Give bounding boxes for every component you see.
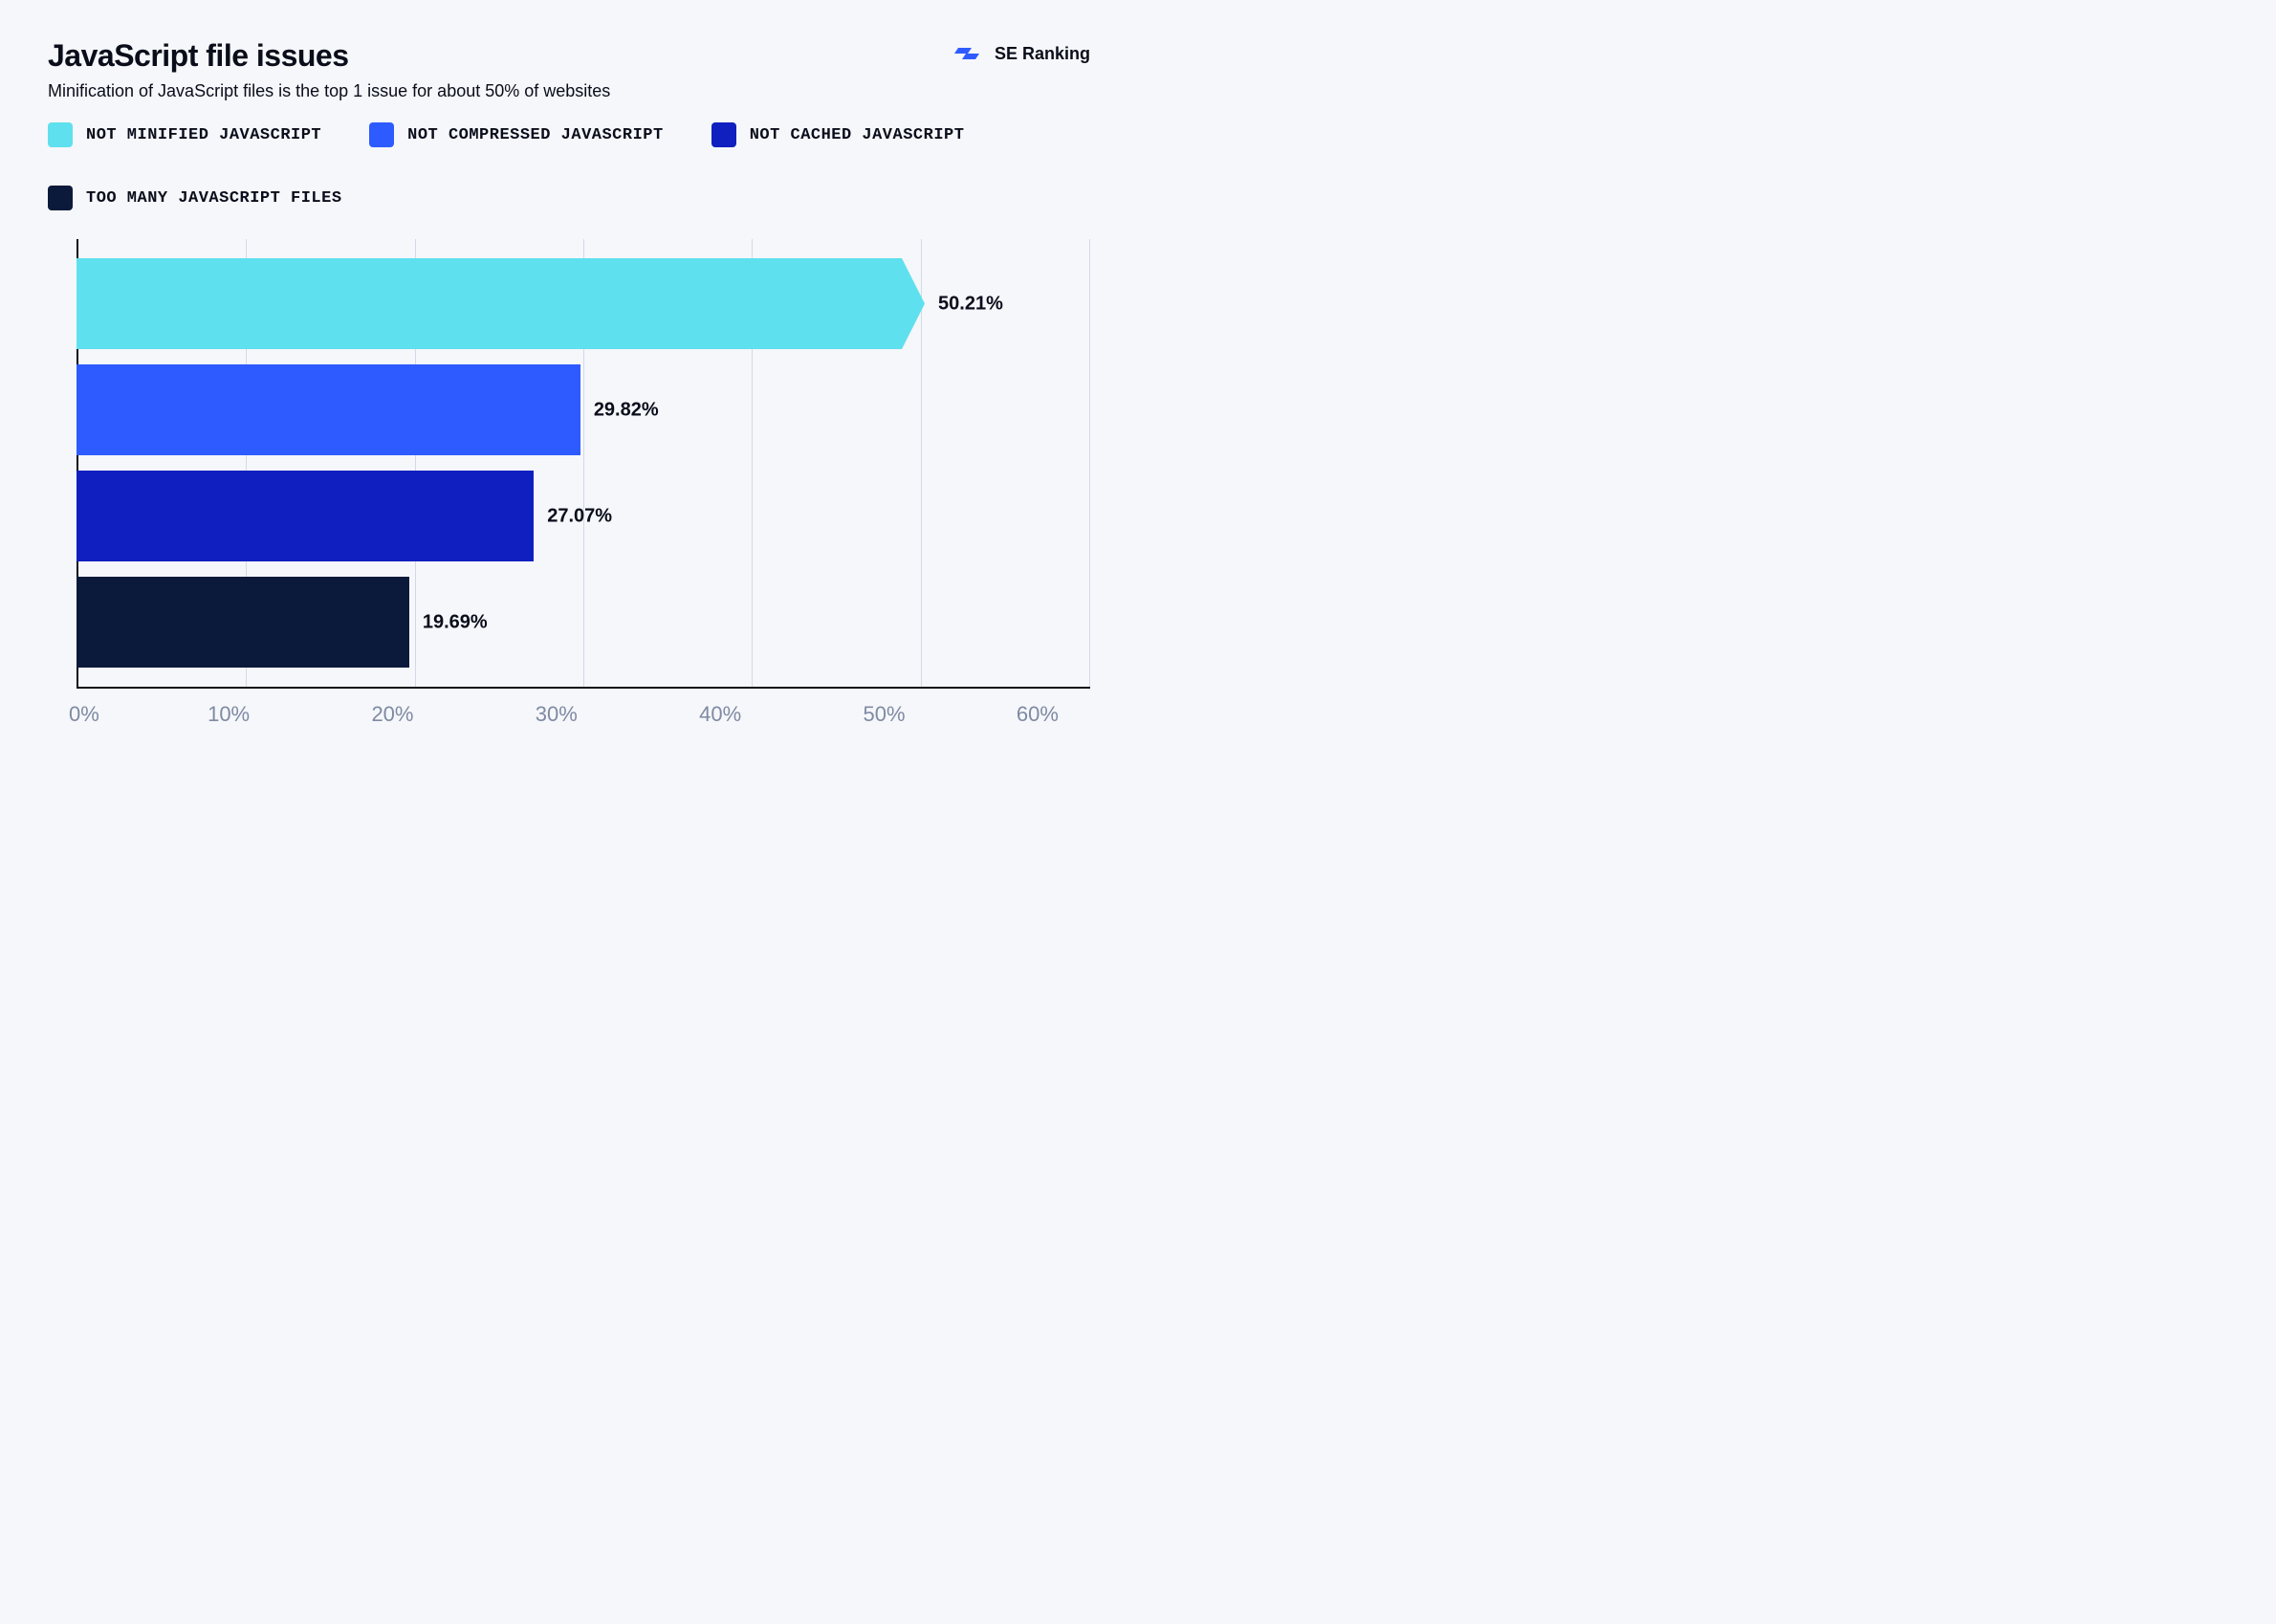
x-axis-ticks: 0%10%20%30%40%50%60% (77, 702, 1090, 727)
x-tick-label: 0% (69, 702, 99, 727)
plot-area: 50.21% 29.82% 27.07% 19.69% (77, 239, 1090, 689)
legend-item: NOT MINIFIED JAVASCRIPT (48, 122, 321, 147)
legend-swatch (48, 122, 73, 147)
legend-label: NOT MINIFIED JAVASCRIPT (86, 126, 321, 144)
legend-swatch (711, 122, 736, 147)
x-axis-line (77, 687, 1090, 689)
legend-swatch (369, 122, 394, 147)
x-tick-label: 30% (536, 702, 578, 727)
bar-value-label: 50.21% (938, 293, 1003, 315)
chart-subtitle: Minification of JavaScript files is the … (48, 81, 1090, 101)
x-tick-label: 40% (699, 702, 741, 727)
bar-row: 29.82% (77, 364, 1090, 455)
bar-value-label: 19.69% (423, 611, 488, 633)
bar (77, 577, 409, 668)
bar-value-label: 27.07% (547, 505, 612, 527)
bar-row: 19.69% (77, 577, 1090, 668)
legend-item: TOO MANY JAVASCRIPT FILES (48, 186, 342, 210)
bar (77, 364, 580, 455)
bar (77, 258, 925, 349)
legend-item: NOT CACHED JAVASCRIPT (711, 122, 965, 147)
bar-value-label: 29.82% (594, 399, 659, 421)
x-tick-label: 60% (1017, 702, 1059, 727)
legend-swatch (48, 186, 73, 210)
bar-chart: 50.21% 29.82% 27.07% 19.69% 0% 10% 20% 30% 40% 5… (48, 239, 1090, 727)
bar (77, 471, 534, 561)
bar-row: 27.07% (77, 471, 1090, 561)
chart-title: JavaScript file issues (48, 38, 349, 74)
x-tick-label: 50% (864, 702, 906, 727)
bar-row: 50.21% (77, 258, 1090, 349)
brand-icon (954, 38, 985, 69)
legend-label: NOT COMPRESSED JAVASCRIPT (407, 126, 664, 144)
legend-item: NOT COMPRESSED JAVASCRIPT (369, 122, 664, 147)
x-tick-label: 10% (208, 702, 250, 727)
bars-container: 50.21% 29.82% 27.07% 19.69% (77, 239, 1090, 689)
brand-name: SE Ranking (995, 44, 1090, 64)
legend-label: NOT CACHED JAVASCRIPT (750, 126, 965, 144)
chart-legend: NOT MINIFIED JAVASCRIPT NOT COMPRESSED JA… (48, 122, 1090, 210)
x-tick-label: 20% (371, 702, 413, 727)
brand-logo: SE Ranking (954, 38, 1090, 69)
legend-label: TOO MANY JAVASCRIPT FILES (86, 189, 342, 208)
